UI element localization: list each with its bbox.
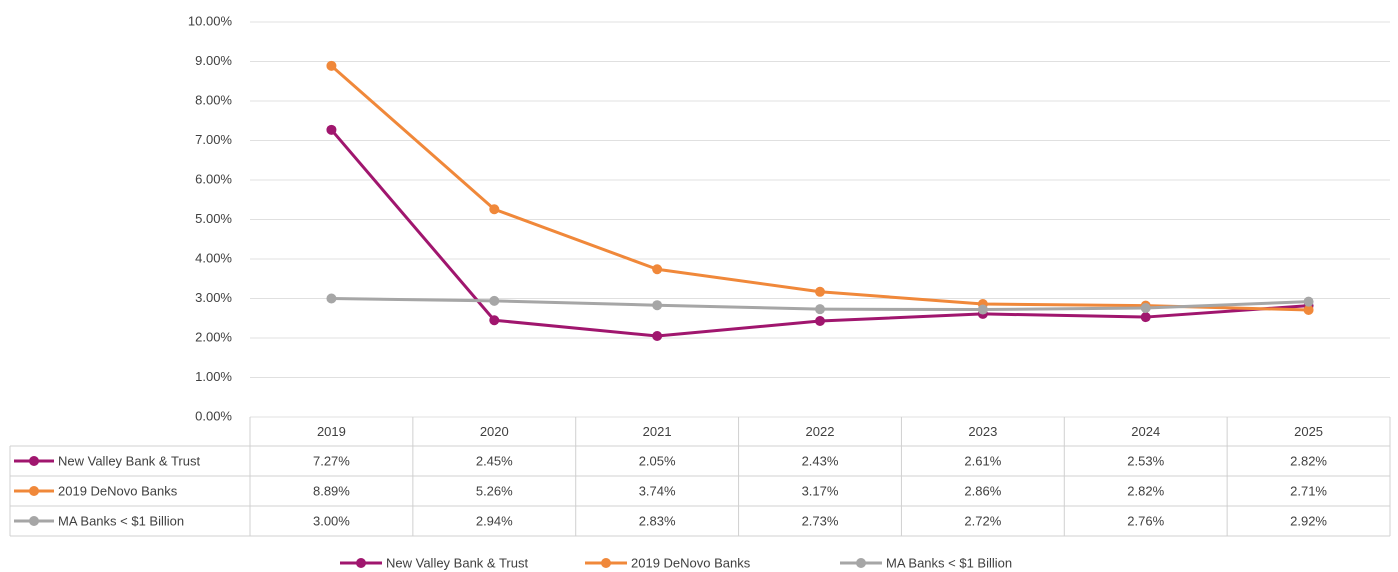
- legend-label: 2019 DeNovo Banks: [631, 555, 751, 570]
- point: [326, 293, 337, 304]
- table-cell: 2.94%: [476, 513, 513, 528]
- legend-swatch: [356, 558, 366, 568]
- table-cell: 3.00%: [313, 513, 350, 528]
- table-cell: 2.76%: [1127, 513, 1164, 528]
- x-tick-label: 2020: [480, 424, 509, 439]
- point: [326, 60, 337, 71]
- x-tick-label: 2023: [968, 424, 997, 439]
- x-tick-label: 2022: [806, 424, 835, 439]
- table-cell: 2.92%: [1290, 513, 1327, 528]
- table-cell: 2.71%: [1290, 483, 1327, 498]
- table-cell: 2.72%: [964, 513, 1001, 528]
- point: [652, 331, 663, 342]
- series-line: [330, 64, 1309, 312]
- point: [815, 316, 825, 327]
- row-label: MA Banks < $1 Billion: [58, 513, 184, 528]
- y-tick-label: 7.00%: [195, 132, 232, 147]
- point: [652, 300, 663, 311]
- table-cell: 3.74%: [639, 483, 676, 498]
- x-tick-label: 2021: [643, 424, 672, 439]
- point: [1303, 296, 1314, 307]
- point: [652, 264, 663, 275]
- point: [489, 315, 500, 326]
- point: [1140, 312, 1151, 323]
- point: [815, 286, 825, 297]
- x-tick-label: 2019: [317, 424, 346, 439]
- point: [489, 204, 500, 215]
- y-tick-label: 5.00%: [195, 211, 232, 226]
- table-cell: 2.43%: [802, 453, 839, 468]
- x-tick-label: 2025: [1294, 424, 1323, 439]
- table-cell: 2.53%: [1127, 453, 1164, 468]
- legend-swatch: [29, 456, 39, 466]
- y-tick-label: 3.00%: [195, 290, 232, 305]
- legend-swatch: [29, 516, 39, 526]
- y-tick-label: 8.00%: [195, 92, 232, 107]
- table-cell: 8.89%: [313, 483, 350, 498]
- y-tick-label: 0.00%: [195, 408, 232, 423]
- legend-label: MA Banks < $1 Billion: [886, 555, 1012, 570]
- table-cell: 2.61%: [964, 453, 1001, 468]
- point: [815, 304, 825, 315]
- table-cell: 2.82%: [1127, 483, 1164, 498]
- y-tick-label: 10.00%: [188, 13, 233, 28]
- y-tick-label: 2.00%: [195, 329, 232, 344]
- legend-swatch: [601, 558, 611, 568]
- legend-swatch: [856, 558, 866, 568]
- legend-swatch: [29, 486, 39, 496]
- table-cell: 2.82%: [1290, 453, 1327, 468]
- table-cell: 2.86%: [964, 483, 1001, 498]
- point: [977, 304, 988, 315]
- table-cell: 2.73%: [802, 513, 839, 528]
- x-tick-label: 2024: [1131, 424, 1160, 439]
- table-cell: 7.27%: [313, 453, 350, 468]
- table-cell: 2.05%: [639, 453, 676, 468]
- point: [489, 295, 500, 306]
- y-tick-label: 4.00%: [195, 250, 232, 265]
- row-label: New Valley Bank & Trust: [58, 453, 200, 468]
- table-cell: 2.45%: [476, 453, 513, 468]
- row-label: 2019 DeNovo Banks: [58, 483, 178, 498]
- table-cell: 2.83%: [639, 513, 676, 528]
- point: [1303, 304, 1314, 315]
- point: [326, 124, 337, 135]
- table-cell: 5.26%: [476, 483, 513, 498]
- y-tick-label: 1.00%: [195, 369, 232, 384]
- y-tick-label: 6.00%: [195, 171, 232, 186]
- table-cell: 3.17%: [802, 483, 839, 498]
- legend-label: New Valley Bank & Trust: [386, 555, 528, 570]
- point: [1140, 302, 1151, 313]
- y-tick-label: 9.00%: [195, 53, 232, 68]
